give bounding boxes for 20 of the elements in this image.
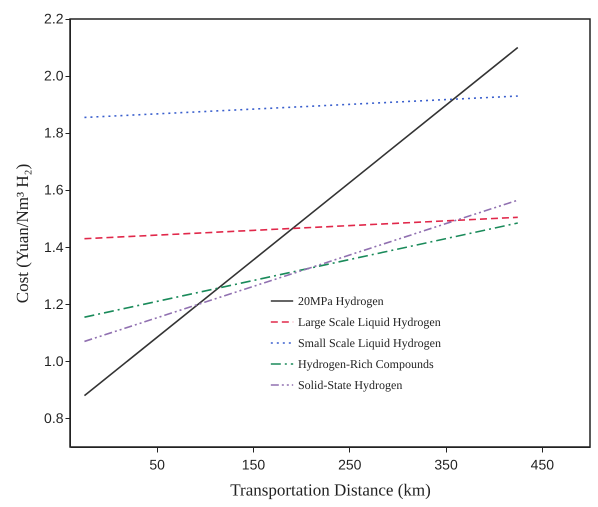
y-tick-label: 1.6: [44, 182, 64, 198]
y-tick-label: 1.0: [44, 352, 64, 369]
y-tick-label: 2.0: [44, 68, 64, 84]
legend-label: Large Scale Liquid Hydrogen: [298, 315, 441, 329]
legend-label: Hydrogen-Rich Compounds: [298, 357, 434, 371]
x-tick-label: 450: [530, 456, 554, 472]
y-tick-label: 1.4: [44, 238, 64, 255]
x-axis-title: Transportation Distance (km): [230, 480, 431, 500]
legend-label: Solid-State Hydrogen: [298, 378, 402, 392]
y-tick-label: 0.8: [44, 410, 64, 426]
y-tick-label: 1.8: [44, 124, 64, 141]
x-tick-label: 250: [338, 456, 362, 472]
x-tick-label: 150: [242, 456, 266, 472]
legend-label: Small Scale Liquid Hydrogen: [298, 336, 441, 350]
y-tick-label: 1.2: [44, 296, 64, 312]
x-tick-label: 50: [149, 456, 166, 472]
y-tick-label: 2.2: [44, 10, 64, 26]
x-tick-label: 350: [434, 456, 458, 472]
y-axis-title: Cost (Yuan/Nm³ H₂): [13, 164, 32, 304]
legend-label: 20MPa Hydrogen: [298, 294, 384, 308]
